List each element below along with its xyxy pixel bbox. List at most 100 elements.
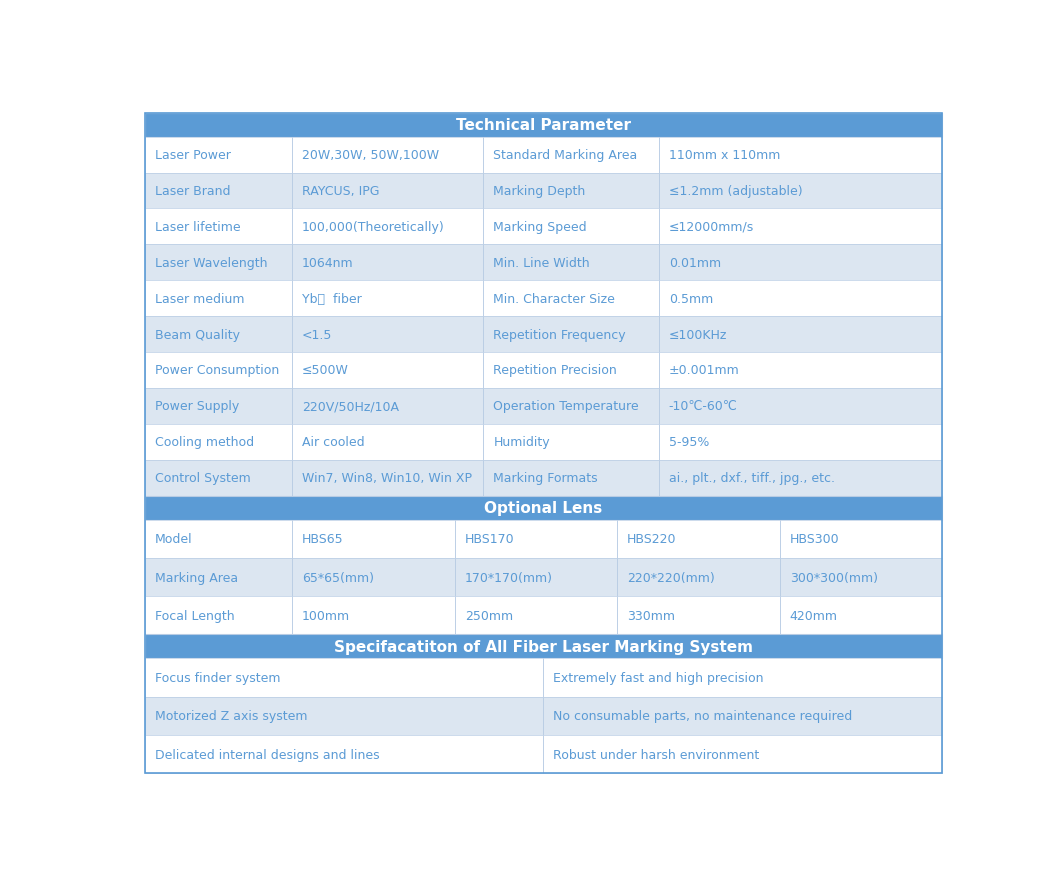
- Text: RAYCUS, IPG: RAYCUS, IPG: [302, 184, 379, 198]
- Text: Cooling method: Cooling method: [155, 435, 253, 449]
- Text: 100,000(Theoretically): 100,000(Theoretically): [302, 220, 445, 234]
- Bar: [145, 635, 941, 658]
- Bar: [293, 138, 483, 173]
- Text: No consumable parts, no maintenance required: No consumable parts, no maintenance requ…: [553, 709, 852, 723]
- Text: Focal Length: Focal Length: [155, 609, 234, 622]
- Bar: [145, 424, 293, 460]
- Text: Focus finder system: Focus finder system: [155, 672, 280, 684]
- Bar: [293, 353, 483, 388]
- Text: <1.5: <1.5: [302, 328, 333, 342]
- Text: 0.5mm: 0.5mm: [669, 292, 713, 306]
- Text: HBS220: HBS220: [628, 533, 676, 545]
- Bar: [145, 520, 941, 558]
- Bar: [455, 558, 617, 596]
- Text: HBS170: HBS170: [464, 533, 514, 545]
- Bar: [293, 173, 483, 209]
- Text: 0.01mm: 0.01mm: [669, 256, 721, 270]
- Bar: [617, 596, 780, 635]
- Text: Marking Area: Marking Area: [155, 571, 237, 584]
- Bar: [483, 173, 659, 209]
- Bar: [145, 317, 293, 353]
- Text: Delicated internal designs and lines: Delicated internal designs and lines: [155, 748, 379, 760]
- Bar: [145, 281, 941, 317]
- Bar: [659, 424, 941, 460]
- Bar: [145, 353, 293, 388]
- Bar: [293, 317, 483, 353]
- Bar: [543, 697, 941, 735]
- Text: Extremely fast and high precision: Extremely fast and high precision: [553, 672, 763, 684]
- Bar: [145, 496, 941, 520]
- Bar: [617, 520, 780, 558]
- Text: Robust under harsh environment: Robust under harsh environment: [553, 748, 759, 760]
- Text: Yb：  fiber: Yb： fiber: [302, 292, 361, 306]
- Bar: [293, 209, 483, 245]
- Text: Model: Model: [155, 533, 192, 545]
- Bar: [659, 209, 941, 245]
- Bar: [145, 520, 293, 558]
- Text: Technical Parameter: Technical Parameter: [456, 118, 631, 133]
- Bar: [145, 697, 941, 735]
- Text: Laser lifetime: Laser lifetime: [155, 220, 241, 234]
- Text: Optional Lens: Optional Lens: [484, 500, 602, 515]
- Text: Marking Depth: Marking Depth: [493, 184, 585, 198]
- Text: Specifacatiton of All Fiber Laser Marking System: Specifacatiton of All Fiber Laser Markin…: [334, 639, 753, 654]
- Bar: [659, 353, 941, 388]
- Text: ≤100KHz: ≤100KHz: [669, 328, 727, 342]
- Bar: [145, 388, 941, 424]
- Text: 300*300(mm): 300*300(mm): [790, 571, 878, 584]
- Bar: [145, 245, 941, 281]
- Bar: [145, 281, 293, 317]
- Bar: [145, 317, 941, 353]
- Bar: [483, 209, 659, 245]
- Text: Laser Wavelength: Laser Wavelength: [155, 256, 267, 270]
- Text: Control System: Control System: [155, 471, 250, 485]
- Bar: [145, 173, 293, 209]
- Text: HBS65: HBS65: [302, 533, 343, 545]
- Bar: [293, 596, 455, 635]
- Text: 220*220(mm): 220*220(mm): [628, 571, 714, 584]
- Text: Humidity: Humidity: [493, 435, 550, 449]
- Text: 420mm: 420mm: [790, 609, 837, 622]
- Bar: [145, 353, 941, 388]
- Bar: [483, 281, 659, 317]
- Bar: [659, 245, 941, 281]
- Text: Marking Speed: Marking Speed: [493, 220, 587, 234]
- Bar: [543, 658, 941, 697]
- Bar: [293, 424, 483, 460]
- Bar: [659, 281, 941, 317]
- Text: Min. Character Size: Min. Character Size: [493, 292, 615, 306]
- Text: Marking Formats: Marking Formats: [493, 471, 598, 485]
- Bar: [145, 735, 941, 774]
- Bar: [145, 424, 941, 460]
- Text: Power Consumption: Power Consumption: [155, 364, 279, 377]
- Text: Beam Quality: Beam Quality: [155, 328, 240, 342]
- Text: 20W,30W, 50W,100W: 20W,30W, 50W,100W: [302, 149, 439, 162]
- Text: ±0.001mm: ±0.001mm: [669, 364, 740, 377]
- Bar: [780, 596, 941, 635]
- Text: Power Supply: Power Supply: [155, 399, 238, 413]
- Bar: [659, 317, 941, 353]
- Bar: [483, 138, 659, 173]
- Text: Laser Brand: Laser Brand: [155, 184, 230, 198]
- Text: Min. Line Width: Min. Line Width: [493, 256, 590, 270]
- Bar: [483, 460, 659, 496]
- Bar: [145, 209, 941, 245]
- Bar: [145, 697, 543, 735]
- Bar: [455, 520, 617, 558]
- Text: 5-95%: 5-95%: [669, 435, 709, 449]
- Text: 170*170(mm): 170*170(mm): [464, 571, 552, 584]
- Bar: [145, 113, 941, 138]
- Text: Air cooled: Air cooled: [302, 435, 365, 449]
- Bar: [145, 460, 293, 496]
- Bar: [145, 209, 293, 245]
- Bar: [659, 138, 941, 173]
- Text: Repetition Frequency: Repetition Frequency: [493, 328, 626, 342]
- Bar: [145, 460, 941, 496]
- Text: Laser Power: Laser Power: [155, 149, 231, 162]
- Bar: [145, 388, 293, 424]
- Text: 220V/50Hz/10A: 220V/50Hz/10A: [302, 399, 400, 413]
- Text: -10℃-60℃: -10℃-60℃: [669, 399, 738, 413]
- Text: 330mm: 330mm: [628, 609, 675, 622]
- Bar: [293, 520, 455, 558]
- Bar: [483, 424, 659, 460]
